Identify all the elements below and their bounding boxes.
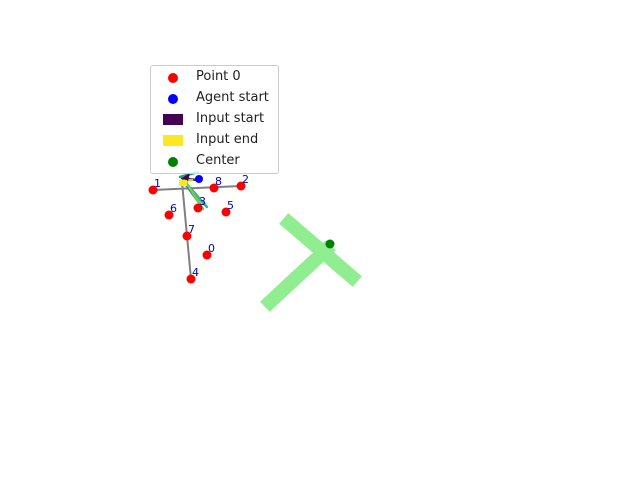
- keypoint-label-8: 8: [215, 175, 222, 188]
- keypoint-label-5: 5: [227, 199, 234, 212]
- legend-input-end-label: Input end: [196, 132, 259, 147]
- t-shape-region: [260, 213, 362, 312]
- keypoint-2: [236, 181, 246, 191]
- keypoints: [148, 181, 246, 284]
- skeleton-line-1: [181, 181, 192, 280]
- legend-input-end-marker: [163, 135, 183, 146]
- keypoint-label-1: 1: [154, 177, 161, 190]
- keypoint-label-6: 6: [170, 202, 177, 215]
- legend-agent-start-marker: [168, 94, 178, 104]
- legend-point-0-label: Point 0: [196, 69, 241, 84]
- legend-point-0-marker: [168, 73, 178, 83]
- legend-item-input-start: Input start: [151, 109, 278, 130]
- legend: Point 0 Agent start Input start Input en…: [150, 65, 279, 174]
- keypoint-labels: 0 1 2 3 4 5 67 8: [154, 173, 249, 279]
- keypoint-4: [186, 274, 196, 284]
- legend-item-input-end: Input end: [151, 130, 278, 151]
- keypoint-6: [164, 210, 174, 220]
- legend-input-start-label: Input start: [196, 111, 265, 126]
- legend-item-point-0: Point 0: [151, 67, 278, 88]
- skeleton-line-0: [152, 185, 242, 191]
- legend-item-center: Center: [151, 151, 278, 172]
- keypoint-1: [148, 185, 158, 195]
- keypoint-label-2: 2: [242, 173, 249, 186]
- keypoint-label-0: 0: [208, 242, 215, 255]
- keypoint-label-3: 3: [199, 195, 206, 208]
- keypoint-label-4: 4: [192, 266, 199, 279]
- keypoint-3: [193, 203, 203, 213]
- legend-agent-start-label: Agent start: [196, 90, 269, 105]
- legend-item-agent-start: Agent start: [151, 88, 278, 109]
- input-end-marker: [179, 180, 187, 186]
- keypoint-label-7: 7: [188, 223, 195, 236]
- skeleton-lines: [152, 181, 242, 280]
- keypoint-5: [221, 207, 231, 217]
- keypoint-7: [182, 231, 192, 241]
- special-markers: [179, 175, 335, 249]
- legend-input-start-marker: [163, 114, 183, 125]
- keypoint-0: [202, 250, 212, 260]
- legend-center-label: Center: [196, 153, 240, 168]
- t-shape-stem: [260, 240, 336, 312]
- agent-start-marker: [195, 175, 203, 183]
- input-start-marker: [182, 173, 190, 181]
- keypoint-8: [209, 183, 219, 193]
- center-marker: [325, 239, 335, 249]
- legend-center-marker: [168, 157, 178, 167]
